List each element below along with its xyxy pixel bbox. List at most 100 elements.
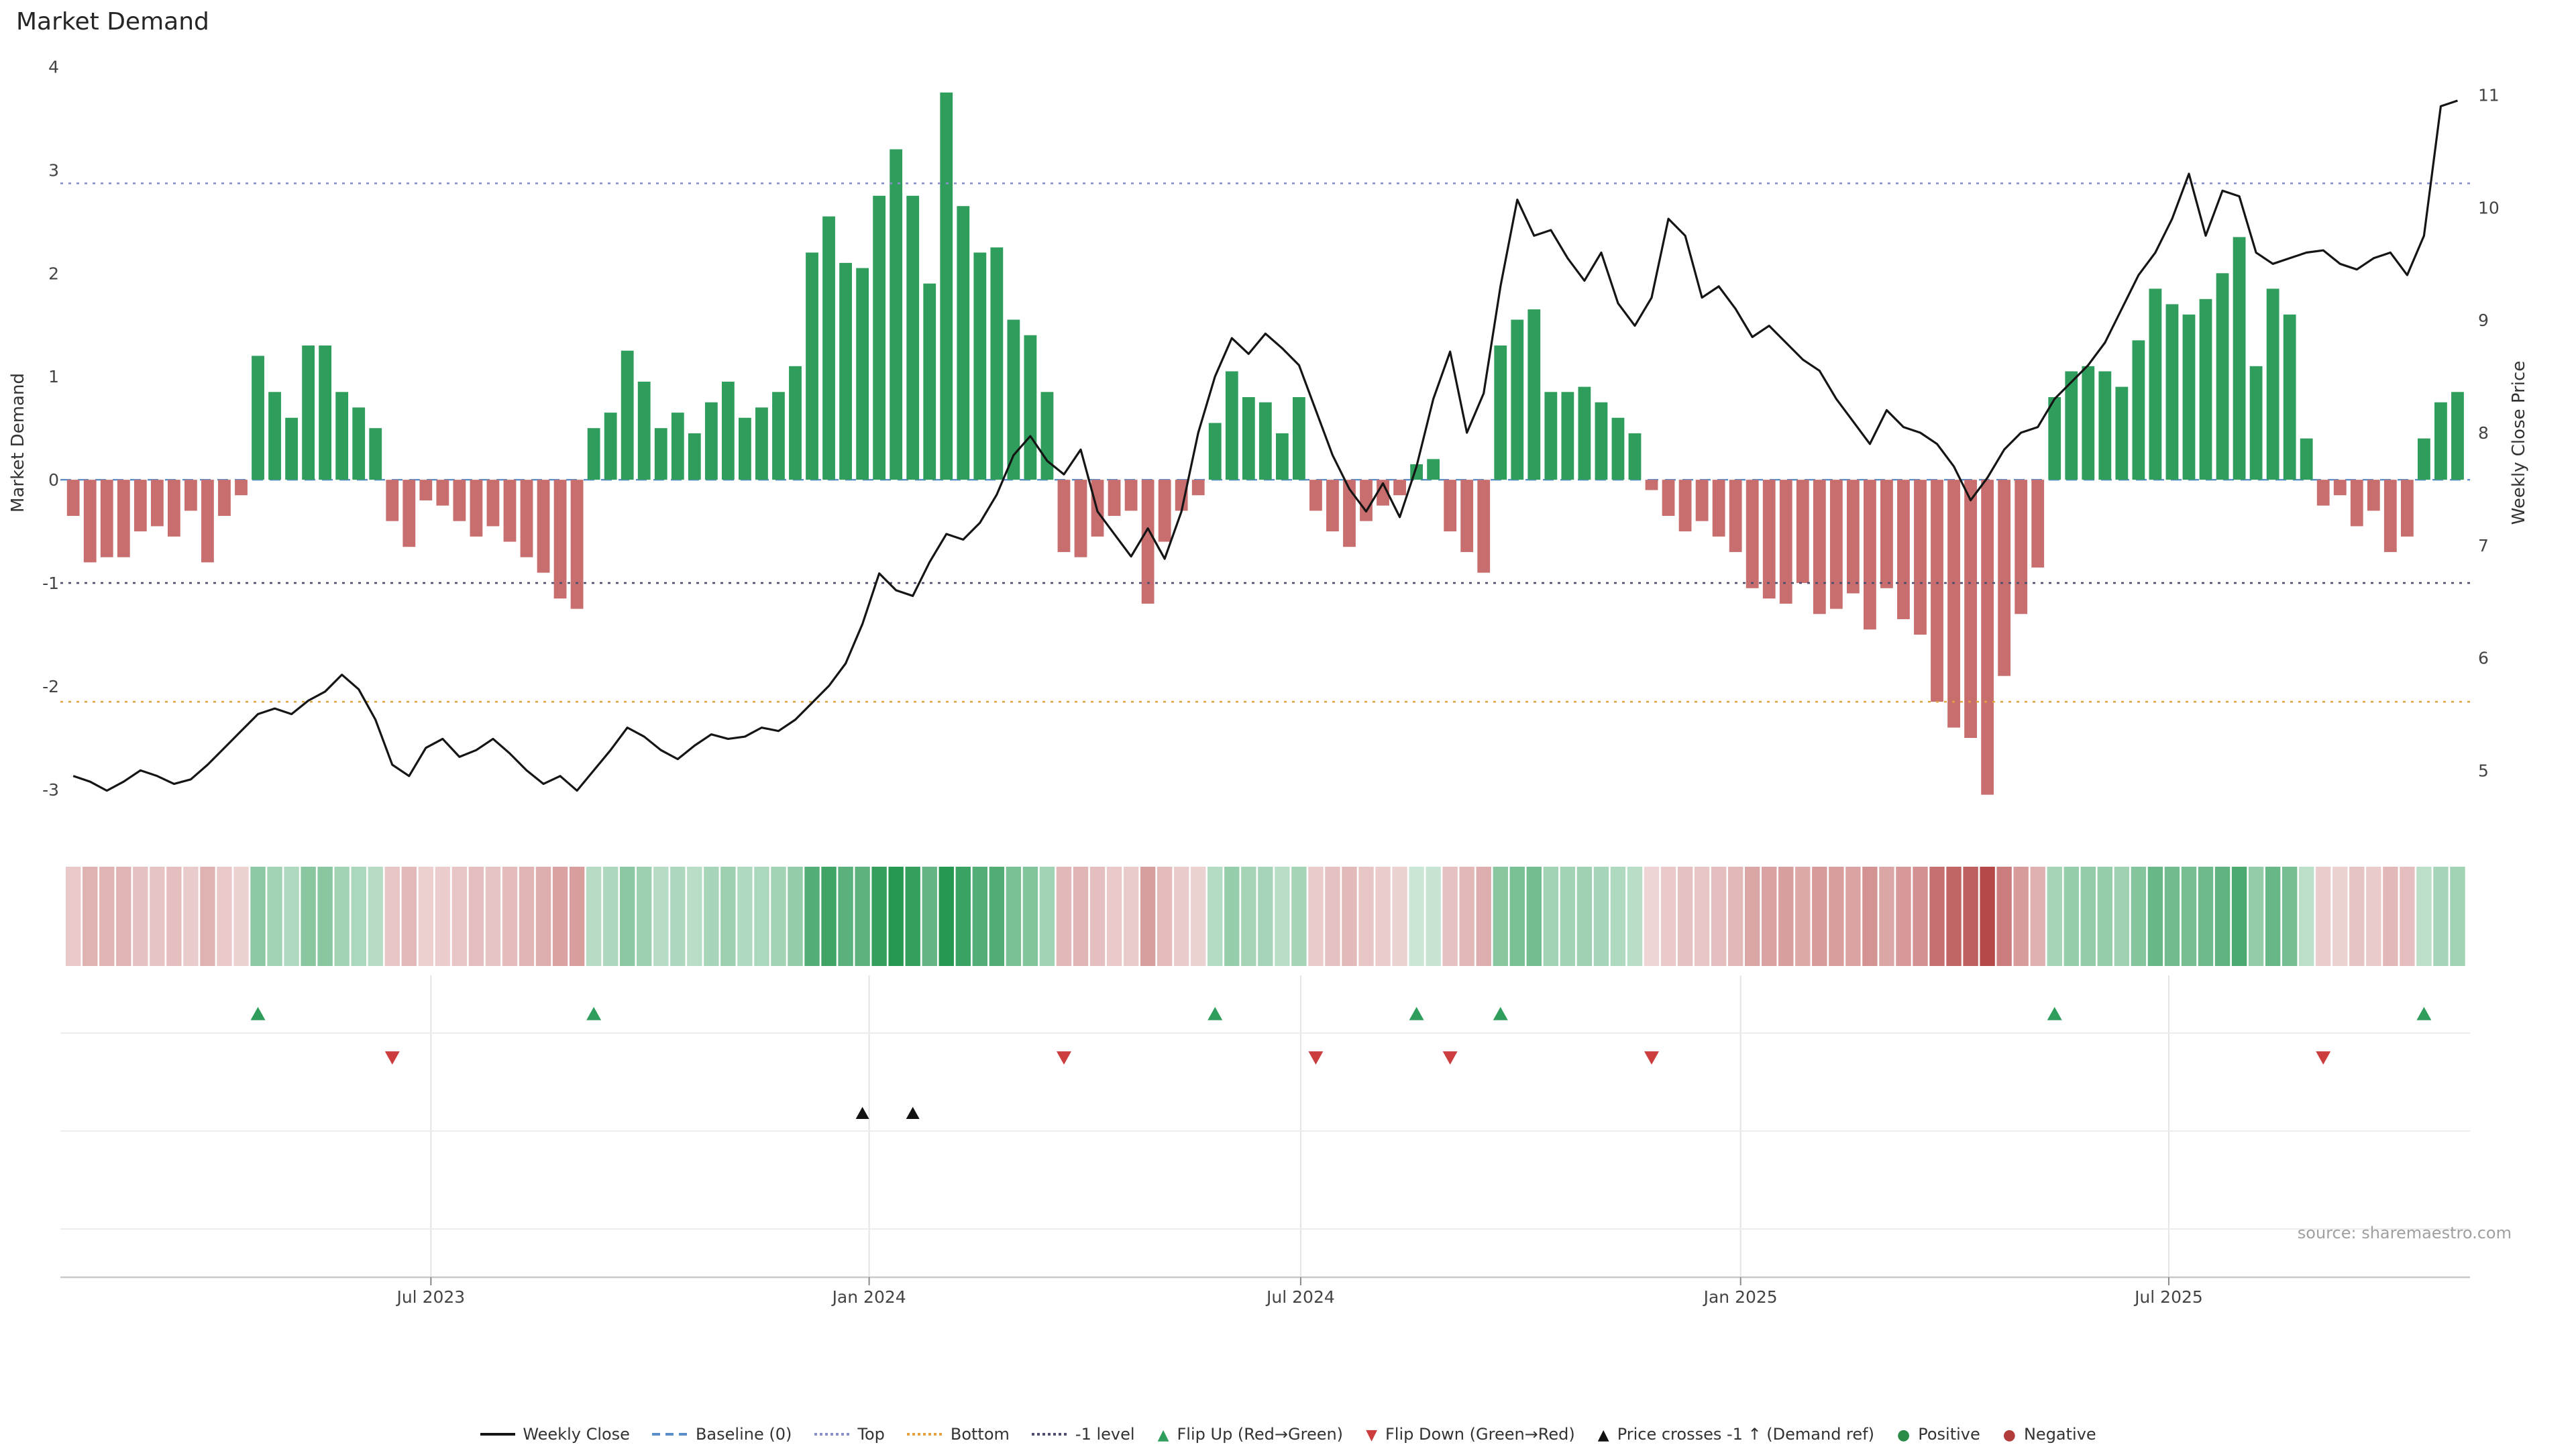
flip-up-marker xyxy=(1409,1007,1424,1020)
demand-bar xyxy=(1511,319,1524,480)
demand-bar xyxy=(486,480,500,527)
heatmap-cell xyxy=(2265,867,2281,966)
heatmap-cell xyxy=(905,867,920,966)
heatmap-cell xyxy=(1258,867,1273,966)
demand-bar xyxy=(268,392,281,480)
right-axis-tick-label: 10 xyxy=(2478,198,2500,217)
heatmap-cell xyxy=(66,867,81,966)
heatmap-cell xyxy=(535,867,551,966)
heatmap-cell xyxy=(2332,867,2348,966)
heatmap-cell xyxy=(1073,867,1089,966)
heatmap-cell xyxy=(1593,867,1609,966)
demand-bar xyxy=(2367,480,2380,511)
demand-bar xyxy=(2300,438,2313,480)
demand-bar xyxy=(235,480,248,496)
demand-bar xyxy=(1678,480,1692,532)
flip-up-marker xyxy=(1208,1007,1223,1020)
legend-item-positive: ● Positive xyxy=(1897,1425,1980,1444)
heatmap-cell xyxy=(133,867,148,966)
heatmap-cell xyxy=(1342,867,1357,966)
demand-bar xyxy=(1796,480,1809,584)
heatmap-cell xyxy=(1056,867,1072,966)
heatmap-cell xyxy=(502,867,518,966)
demand-bar xyxy=(2015,480,2028,614)
legend-item-negative: ● Negative xyxy=(2003,1425,2096,1444)
demand-bar xyxy=(1746,480,1759,588)
demand-bar xyxy=(906,195,920,480)
heatmap-cell xyxy=(1543,867,1559,966)
left-axis-tick-label: 2 xyxy=(48,264,59,283)
demand-bar xyxy=(1141,480,1155,604)
heatmap-cell xyxy=(619,867,635,966)
flip-up-marker xyxy=(1493,1007,1508,1020)
demand-bar xyxy=(957,206,970,480)
heatmap-cell xyxy=(569,867,585,966)
heatmap-cell xyxy=(1358,867,1374,966)
demand-bar xyxy=(2048,397,2061,480)
price-cross-marker xyxy=(906,1107,920,1119)
demand-bar xyxy=(1544,392,1558,480)
heatmap-cell xyxy=(468,867,484,966)
demand-bar xyxy=(2233,237,2246,480)
heatmap-cell xyxy=(1509,867,1525,966)
heatmap-cell xyxy=(687,867,702,966)
demand-bar xyxy=(1460,480,1474,552)
heatmap-cell xyxy=(83,867,98,966)
chart-legend: Weekly Close Baseline (0) Top Bottom -1 leve… xyxy=(0,1425,2576,1444)
heatmap-cell xyxy=(938,867,954,966)
demand-bar xyxy=(822,216,835,480)
heatmap-cell xyxy=(1627,867,1643,966)
legend-item-1-level: -1 level xyxy=(1032,1425,1135,1444)
flip-down-triangle-icon: ▼ xyxy=(1366,1426,1377,1443)
left-axis-tick-label: -2 xyxy=(42,677,59,696)
negative-dot-icon: ● xyxy=(2002,1426,2016,1443)
heatmap-cell xyxy=(150,867,165,966)
demand-bar xyxy=(470,480,483,537)
heatmap-cell xyxy=(1576,867,1593,966)
heatmap-cell xyxy=(1173,867,1189,966)
demand-bar xyxy=(1074,480,1087,557)
demand-bar xyxy=(83,480,97,563)
heatmap-cell xyxy=(2282,867,2298,966)
demand-bar xyxy=(1108,480,1121,517)
heatmap-cell xyxy=(821,867,837,966)
heatmap-cell xyxy=(401,867,417,966)
heatmap-cell xyxy=(2063,867,2079,966)
flip-down-marker xyxy=(1308,1051,1324,1065)
demand-bar xyxy=(1057,480,1071,552)
heatmap-cell xyxy=(2383,867,2398,966)
heatmap-cell xyxy=(2450,867,2465,966)
legend-item-baseline-0: Baseline (0) xyxy=(652,1425,792,1444)
demand-bar xyxy=(302,345,315,480)
heatmap-cell xyxy=(1778,867,1794,966)
heatmap-cell xyxy=(1694,867,1710,966)
demand-bar xyxy=(1662,480,1675,517)
demand-bar xyxy=(419,480,433,500)
price-cross-triangle-icon: ▲ xyxy=(1597,1426,1609,1443)
flip-up-marker xyxy=(2047,1007,2062,1020)
heatmap-cell xyxy=(1896,867,1911,966)
heatmap-cell xyxy=(771,867,786,966)
demand-bar xyxy=(1040,392,1054,480)
demand-bar xyxy=(453,480,466,521)
flip-down-marker xyxy=(1442,1051,1458,1065)
heatmap-cell xyxy=(838,867,853,966)
heatmap-cell xyxy=(653,867,669,966)
heatmap-cell xyxy=(1089,867,1106,966)
legend-item-flip-up-red-green: ▲ Flip Up (Red→Green) xyxy=(1158,1425,1344,1444)
baseline-dash xyxy=(652,1433,688,1436)
demand-bar xyxy=(1712,480,1725,537)
demand-bar xyxy=(755,407,768,480)
heatmap-cell xyxy=(1493,867,1508,966)
demand-bar xyxy=(2249,366,2263,480)
demand-bar xyxy=(2065,371,2078,480)
flip-up-marker xyxy=(586,1007,602,1020)
legend-item-bottom: Bottom xyxy=(907,1425,1010,1444)
heatmap-cell xyxy=(2030,867,2045,966)
demand-bar xyxy=(252,356,264,480)
demand-bar xyxy=(1360,480,1373,521)
demand-bar xyxy=(1561,392,1574,480)
heatmap-cell xyxy=(1291,867,1307,966)
